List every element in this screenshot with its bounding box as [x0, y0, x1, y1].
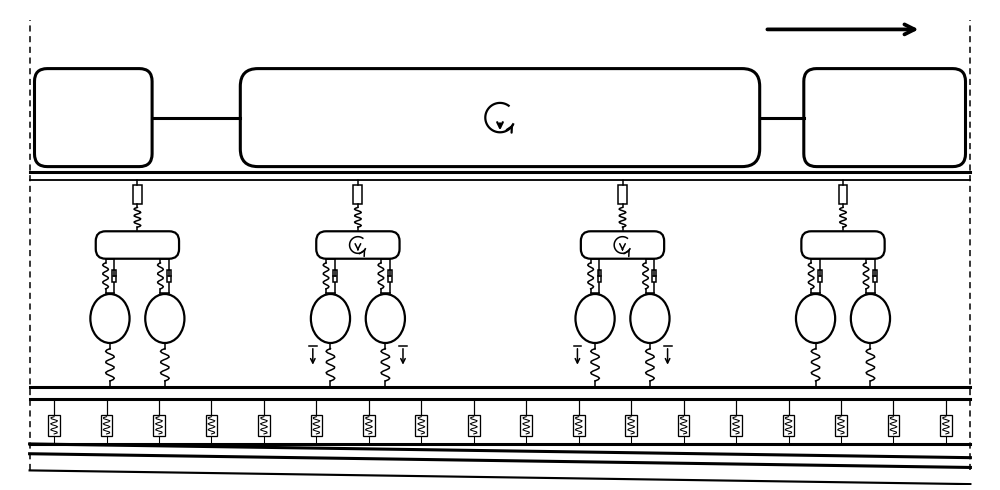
Bar	[625, 415, 637, 436]
Ellipse shape	[90, 294, 130, 343]
FancyBboxPatch shape	[804, 69, 966, 167]
Bar	[153, 415, 165, 436]
Bar	[311, 415, 322, 436]
Bar	[101, 415, 112, 436]
Ellipse shape	[366, 294, 405, 343]
Bar	[835, 415, 847, 436]
FancyBboxPatch shape	[34, 69, 152, 167]
Ellipse shape	[311, 294, 350, 343]
Bar	[520, 415, 532, 436]
Bar	[333, 270, 337, 282]
Bar	[167, 270, 171, 282]
Ellipse shape	[575, 294, 615, 343]
Bar	[388, 270, 392, 282]
Bar	[468, 415, 480, 436]
Bar	[652, 270, 656, 282]
Bar	[730, 415, 742, 436]
Bar	[48, 415, 60, 436]
Bar	[839, 185, 847, 204]
Bar	[133, 185, 142, 204]
Ellipse shape	[630, 294, 670, 343]
Bar	[598, 270, 601, 282]
Bar	[618, 185, 627, 204]
FancyBboxPatch shape	[96, 231, 179, 259]
Bar	[258, 415, 270, 436]
Bar	[112, 270, 116, 282]
Bar	[940, 415, 952, 436]
Bar	[818, 270, 822, 282]
Ellipse shape	[145, 294, 184, 343]
Bar	[363, 415, 375, 436]
Bar	[415, 415, 427, 436]
Ellipse shape	[796, 294, 835, 343]
FancyBboxPatch shape	[316, 231, 400, 259]
FancyBboxPatch shape	[240, 69, 760, 167]
Bar	[678, 415, 689, 436]
Bar	[206, 415, 217, 436]
Bar	[888, 415, 899, 436]
Ellipse shape	[851, 294, 890, 343]
Bar	[873, 270, 877, 282]
Bar	[573, 415, 585, 436]
FancyBboxPatch shape	[581, 231, 664, 259]
FancyBboxPatch shape	[801, 231, 885, 259]
Bar	[353, 185, 362, 204]
Bar	[783, 415, 794, 436]
